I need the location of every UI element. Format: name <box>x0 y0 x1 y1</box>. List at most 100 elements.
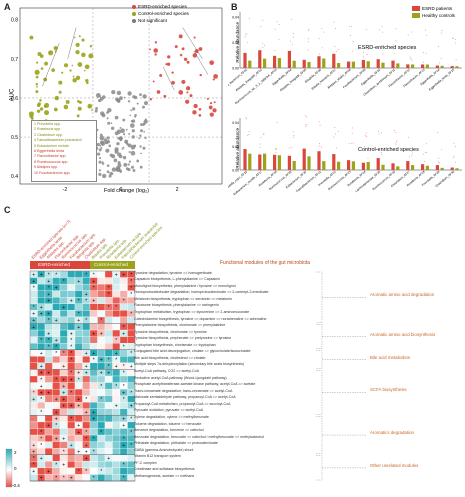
outlier <box>408 156 410 158</box>
significance-mark: * <box>70 417 72 423</box>
box-esrd <box>273 55 277 68</box>
function-label: Flavanone biosynthesis, phenylalanine =>… <box>134 303 219 308</box>
point-esrd-enriched <box>154 41 158 44</box>
outlier <box>349 34 351 36</box>
heatmap-cell <box>104 310 113 318</box>
significance-mark: * <box>85 299 87 305</box>
top-subtitle: ESRD-enriched species <box>358 45 417 51</box>
heatmap-cell <box>89 375 98 383</box>
point-control-enriched <box>40 67 44 70</box>
significance-mark: + <box>62 305 65 311</box>
significance-mark: * <box>63 351 65 357</box>
heatmap-cell <box>89 323 98 331</box>
outlier <box>334 126 336 128</box>
significance-mark: + <box>122 423 125 429</box>
outlier <box>260 136 262 138</box>
function-label: Homoprotocatechuate degradation, homopro… <box>134 290 269 295</box>
point-not-significant <box>128 160 132 163</box>
function-label: Methanogenesis, acetate => methane <box>134 474 195 479</box>
outlier <box>306 116 308 118</box>
box-esrd <box>391 60 395 68</box>
y-tick-label: 0.02 <box>232 41 239 45</box>
y-tick-label: 0.04 <box>232 16 239 20</box>
significance-mark: * <box>70 390 72 396</box>
point-esrd-enriched <box>149 48 151 51</box>
significance-mark: + <box>62 397 65 403</box>
significance-mark: + <box>92 331 95 337</box>
heatmap-cell <box>44 402 53 409</box>
outlier <box>437 131 439 133</box>
heatmap-cell <box>97 474 106 482</box>
point-not-significant <box>125 128 128 131</box>
box-control <box>248 60 252 68</box>
heatmap-cell <box>104 349 113 357</box>
significance-mark: * <box>130 272 132 278</box>
module-bracket <box>316 370 366 415</box>
significance-mark: * <box>130 312 132 318</box>
heatmap-cell <box>112 290 121 298</box>
function-label: Phenylalanine biosynthesis, chorismate =… <box>134 323 226 328</box>
function-label: Tyrosine degradation, tyrosine => homoge… <box>134 270 212 275</box>
significance-mark: * <box>85 272 87 278</box>
significance-mark: + <box>62 377 65 383</box>
point-not-significant <box>134 115 137 118</box>
outlier <box>411 31 413 33</box>
outlier <box>365 28 367 30</box>
heatmap-cell <box>44 323 53 331</box>
point-esrd-enriched <box>171 80 175 85</box>
point-not-significant <box>106 170 110 174</box>
heatmap-cell <box>52 277 61 285</box>
heatmap-cell <box>67 362 76 370</box>
y-tick-label: 0.7 <box>11 57 18 63</box>
outlier <box>318 121 320 123</box>
legend-item: Control-enriched species <box>132 10 189 17</box>
heatmap-cell <box>97 336 106 344</box>
heatmap-cell <box>112 395 121 403</box>
point-not-significant <box>127 100 131 103</box>
point-not-significant <box>110 126 115 131</box>
function-label: Tyrosine biosynthesis, prephenate => pre… <box>134 336 232 341</box>
box-esrd <box>287 50 291 68</box>
function-label: Multiple steps 7α-dehydroxylation (secon… <box>134 362 245 367</box>
heatmap-cell <box>44 415 53 423</box>
outlier <box>426 152 428 154</box>
outlier <box>274 49 276 51</box>
significance-mark: * <box>70 358 72 364</box>
heatmap-cell <box>67 283 76 291</box>
heatmap-cell <box>52 323 61 331</box>
heatmap-cell <box>112 461 121 469</box>
heatmap-cell <box>82 303 91 311</box>
outlier <box>278 24 280 26</box>
heatmap-cell <box>119 349 128 357</box>
significance-mark: + <box>77 371 80 377</box>
heatmap-cell <box>74 356 83 364</box>
panel-b: B 0.00 0.02 0.04 Ruminococcaceae_bacterium_… <box>228 0 465 200</box>
outlier <box>452 37 454 39</box>
significance-mark: + <box>32 397 35 403</box>
outlier <box>262 19 264 21</box>
heatmap-cell <box>67 461 76 469</box>
heatmap-cell <box>104 467 113 475</box>
outlier <box>441 32 443 34</box>
outlier <box>422 153 424 155</box>
point-control-enriched <box>77 62 83 67</box>
significance-mark: + <box>32 318 35 324</box>
heatmap-cell <box>112 415 121 423</box>
point-not-significant <box>99 135 105 141</box>
heatmap-cell <box>89 303 98 311</box>
legend-swatch <box>132 11 136 16</box>
heatmap-cell <box>44 441 53 449</box>
point-not-significant <box>117 152 122 157</box>
heatmap-cell <box>104 395 113 403</box>
point-not-significant <box>99 144 102 147</box>
point-esrd-enriched <box>198 114 202 117</box>
significance-mark: + <box>32 443 35 449</box>
legend-swatch <box>132 18 136 23</box>
point-esrd-enriched <box>209 112 214 117</box>
box-control <box>322 161 326 170</box>
point-not-significant <box>107 108 112 113</box>
box-esrd <box>435 165 439 170</box>
heatmap-cell <box>97 375 106 383</box>
panel-a-label: A <box>4 2 11 12</box>
outlier <box>306 124 308 126</box>
